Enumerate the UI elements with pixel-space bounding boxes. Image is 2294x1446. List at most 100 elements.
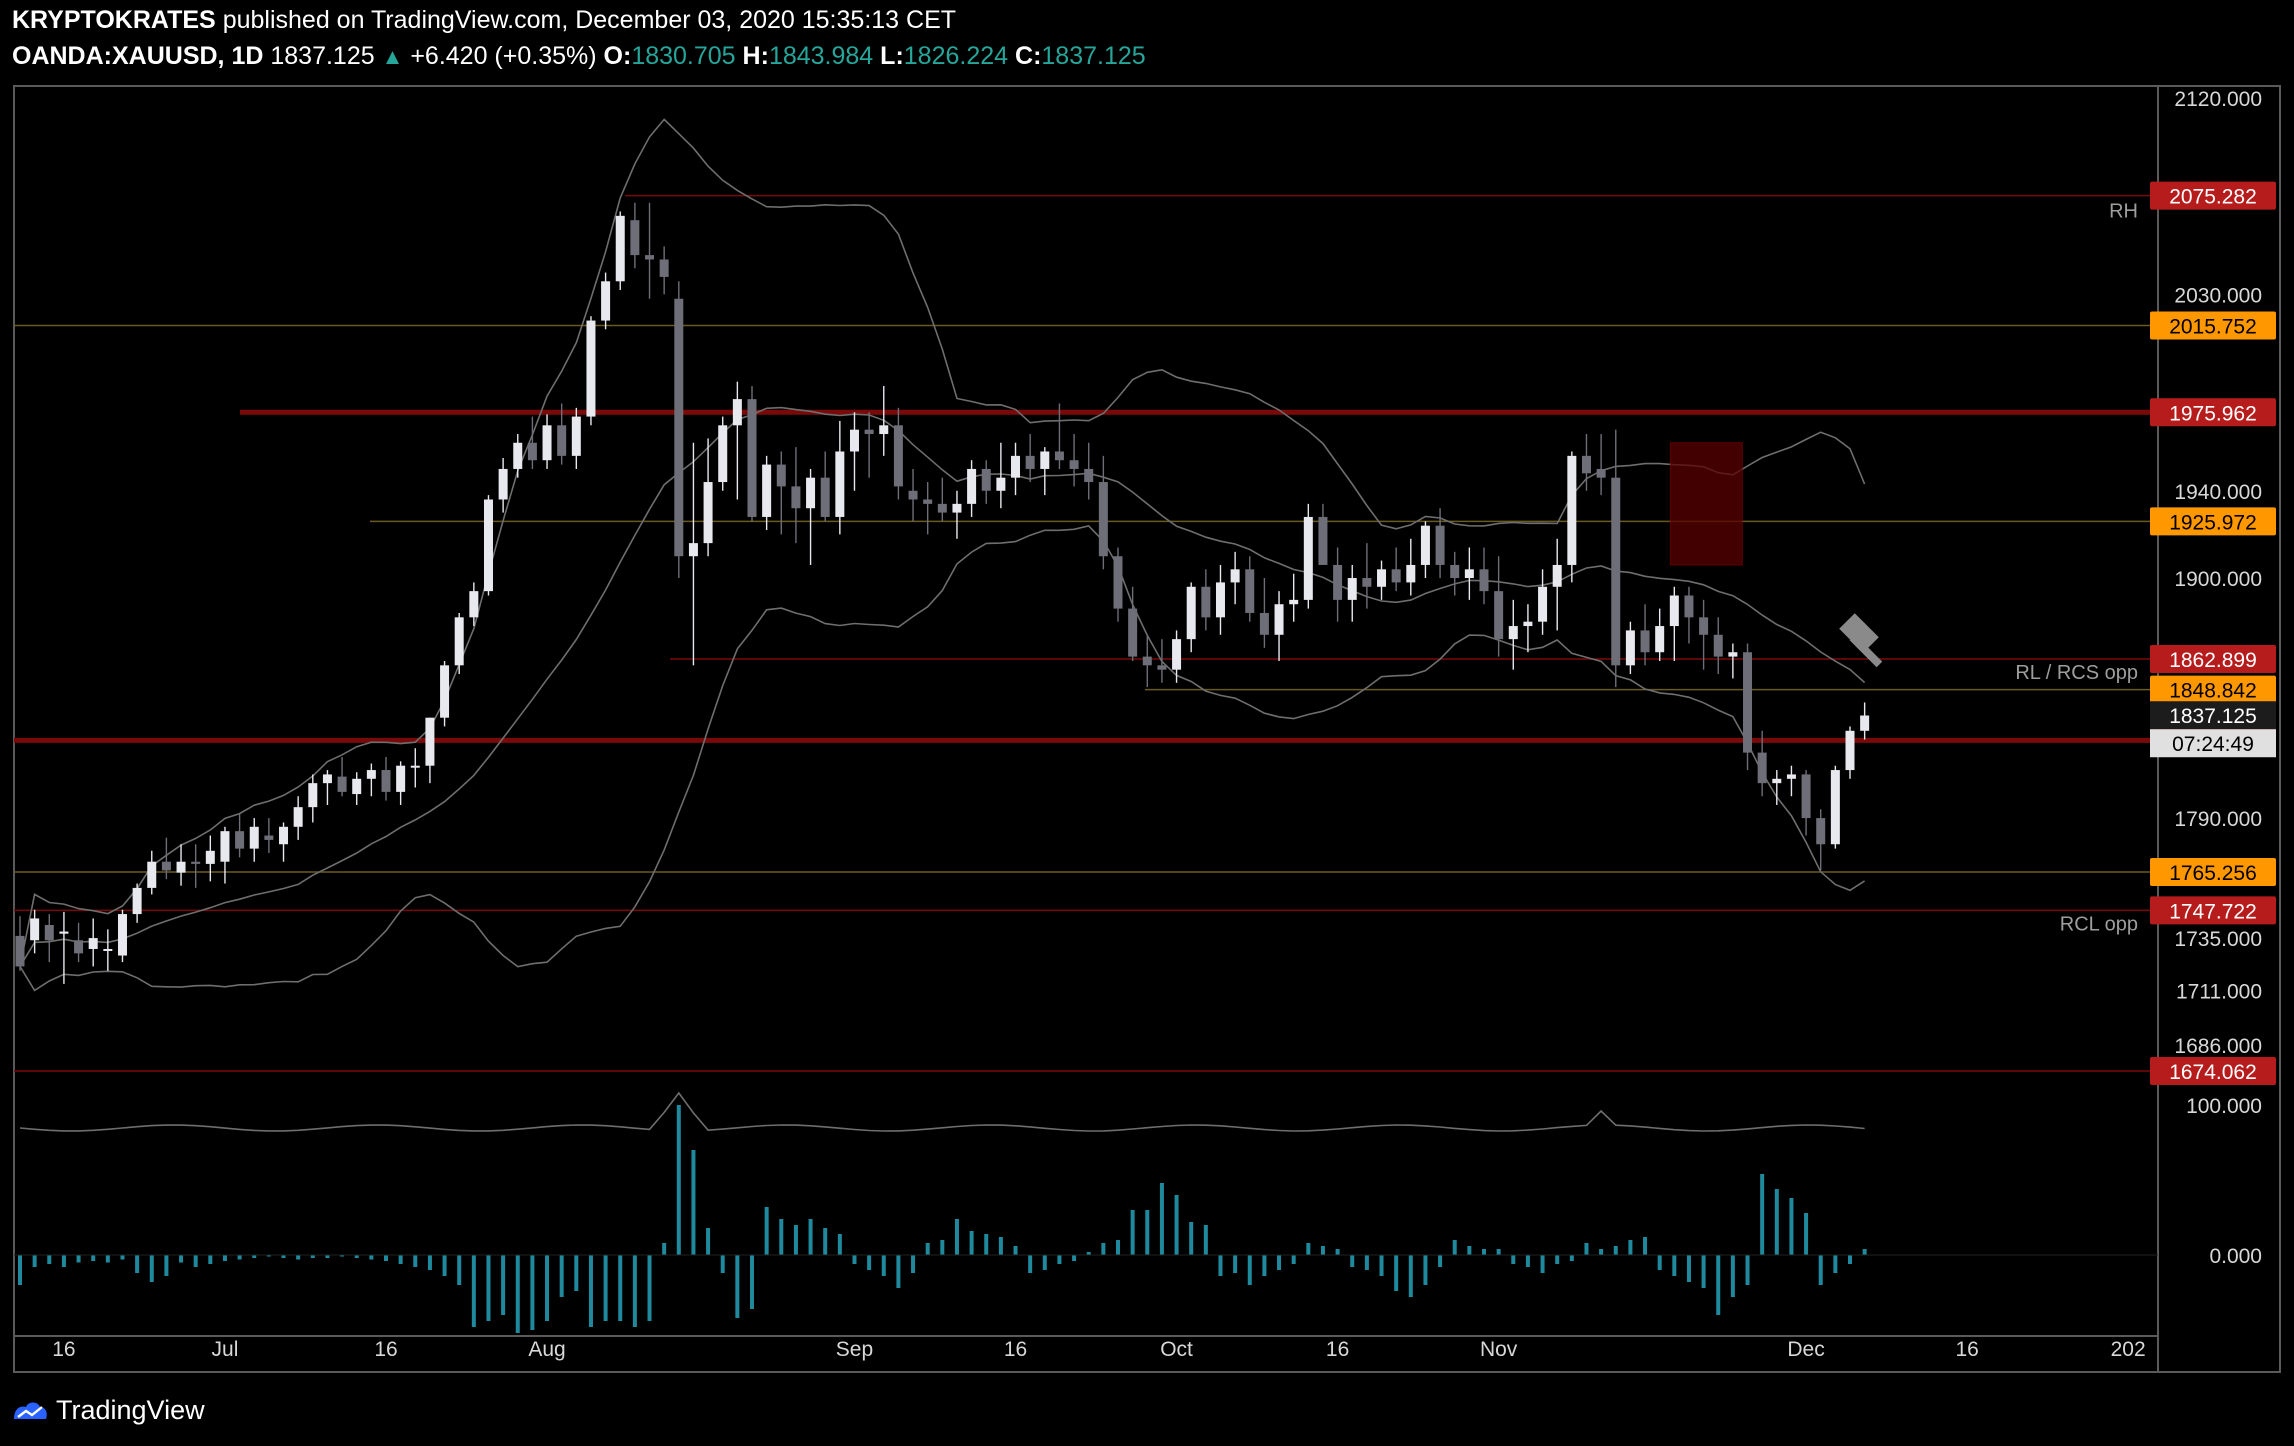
level-badge-label: 1765.256: [2169, 862, 2257, 885]
volume-bar: [1569, 1255, 1574, 1261]
candle-body: [1860, 715, 1870, 731]
volume-bar: [1628, 1240, 1633, 1255]
candle-body: [762, 464, 772, 517]
high-label: H:: [742, 42, 769, 70]
candle-body: [703, 482, 713, 544]
candle-body: [1450, 564, 1460, 579]
volume-bar: [1643, 1237, 1648, 1255]
candle-body: [849, 429, 859, 452]
candle-body: [601, 281, 611, 321]
price-tick-label: 2030.000: [2174, 284, 2262, 307]
time-tick-label: 16: [374, 1338, 397, 1361]
candle-body: [1669, 595, 1679, 627]
volume-bar: [310, 1255, 315, 1258]
level-badge: [2150, 645, 2276, 674]
candle-body: [59, 931, 69, 934]
candle-body: [1274, 604, 1284, 635]
candle-body: [1567, 455, 1577, 565]
volume-bar: [896, 1255, 901, 1288]
candle-body: [1581, 455, 1591, 474]
volume-bar: [398, 1255, 403, 1264]
volume-bar: [1145, 1210, 1150, 1255]
volume-bar: [662, 1243, 667, 1255]
volume-bar: [1452, 1240, 1457, 1255]
time-tick-label: Sep: [836, 1338, 873, 1361]
level-badge: [2150, 675, 2276, 704]
volume-bar: [252, 1255, 257, 1258]
volume-bar: [559, 1255, 564, 1297]
candle-body: [88, 938, 98, 949]
candle-body: [542, 425, 552, 461]
candle-body: [732, 399, 742, 426]
candle-body: [235, 831, 245, 849]
volume-bar: [1291, 1255, 1296, 1264]
candle-body: [747, 399, 757, 517]
high-value: 1843.984: [768, 42, 874, 70]
price-tick-label: 1900.000: [2174, 568, 2262, 591]
candle-body: [630, 220, 640, 256]
volume-bar: [954, 1219, 959, 1255]
level-badge-label: 1747.722: [2169, 900, 2257, 923]
volume-bar: [1467, 1246, 1472, 1255]
volume-bar: [779, 1219, 784, 1255]
volume-bar: [1013, 1246, 1018, 1255]
candle-body: [776, 464, 786, 487]
volume-bar: [1057, 1255, 1062, 1264]
symbol-name: OANDA:XAUUSD, 1D: [12, 42, 264, 70]
candle-body: [337, 776, 347, 792]
volume-bar: [501, 1255, 506, 1315]
candle-body: [981, 468, 991, 491]
price-tick-label: 1940.000: [2174, 481, 2262, 504]
open-value: 1830.705: [631, 42, 736, 70]
candle-body: [1655, 626, 1665, 653]
candle-body: [1362, 578, 1372, 587]
volume-bar: [1818, 1255, 1823, 1285]
volume-bar: [1028, 1255, 1033, 1273]
level-note-label: RCL opp: [2060, 913, 2138, 935]
countdown-badge: [2150, 729, 2276, 758]
volume-bar: [91, 1255, 96, 1261]
gavel-head: [1839, 613, 1879, 653]
footer-brand[interactable]: TradingView: [12, 1390, 205, 1430]
candle-body: [1186, 586, 1196, 640]
volume-bar: [588, 1255, 593, 1327]
candle-body: [1640, 630, 1650, 653]
candle-body: [718, 425, 728, 483]
volume-bar: [1233, 1255, 1238, 1273]
volume-bar: [1760, 1174, 1765, 1255]
volume-tick-label: 100.000: [2186, 1095, 2262, 1118]
candle-body: [352, 778, 362, 795]
volume-tick-label: 0.000: [2209, 1245, 2262, 1268]
candle-body: [527, 442, 537, 461]
level-badge-label: 1848.842: [2169, 680, 2257, 703]
level-badge-label: 1975.962: [2169, 402, 2257, 425]
volume-bar: [208, 1255, 213, 1264]
volume-bar: [179, 1255, 184, 1263]
candle-body: [1420, 525, 1430, 565]
candle-body: [264, 835, 274, 840]
candle-body: [381, 770, 391, 792]
level-badge-label: 2015.752: [2169, 315, 2257, 338]
volume-bar: [793, 1225, 798, 1255]
candle-body: [571, 416, 581, 456]
volume-bar: [1364, 1255, 1369, 1270]
volume-bar: [193, 1255, 198, 1267]
candle-body: [1508, 626, 1518, 640]
candle-body: [1830, 770, 1840, 845]
volume-bar: [925, 1243, 930, 1255]
candle-body: [615, 215, 625, 282]
candle-body: [220, 831, 230, 862]
volume-bar: [603, 1255, 608, 1321]
candle-body: [688, 543, 698, 557]
candle-body: [1230, 569, 1240, 583]
publish-info: KRYPTOKRATES published on TradingView.co…: [12, 6, 956, 35]
candle-body: [103, 948, 113, 951]
candle-body: [557, 425, 567, 456]
price-tick-label: 1711.000: [2176, 980, 2262, 1003]
time-tick-label: Aug: [528, 1338, 565, 1361]
volume-bar: [1159, 1183, 1164, 1255]
volume-bar: [47, 1255, 52, 1264]
low-label: L:: [880, 42, 904, 70]
volume-bar: [823, 1228, 828, 1255]
